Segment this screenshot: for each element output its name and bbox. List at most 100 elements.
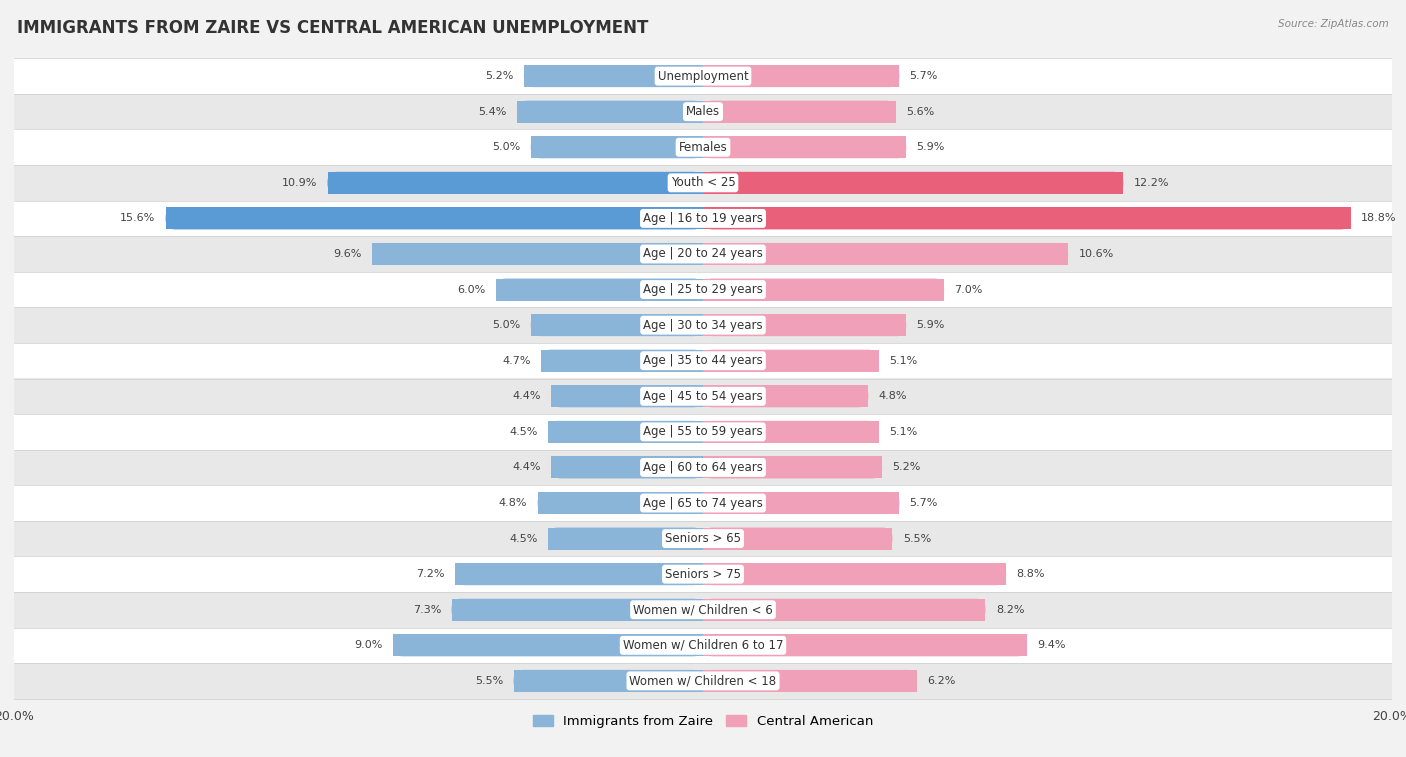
Text: 5.9%: 5.9% xyxy=(917,142,945,152)
Text: Age | 35 to 44 years: Age | 35 to 44 years xyxy=(643,354,763,367)
FancyBboxPatch shape xyxy=(551,385,703,407)
Text: Age | 45 to 54 years: Age | 45 to 54 years xyxy=(643,390,763,403)
Text: 4.5%: 4.5% xyxy=(509,534,537,544)
Text: Age | 65 to 74 years: Age | 65 to 74 years xyxy=(643,497,763,509)
Bar xyxy=(703,101,896,123)
Text: 7.3%: 7.3% xyxy=(413,605,441,615)
Text: 6.2%: 6.2% xyxy=(927,676,955,686)
Bar xyxy=(703,279,945,301)
Text: 4.7%: 4.7% xyxy=(502,356,531,366)
Text: Women w/ Children < 18: Women w/ Children < 18 xyxy=(630,674,776,687)
Text: Unemployment: Unemployment xyxy=(658,70,748,83)
Text: Women w/ Children 6 to 17: Women w/ Children 6 to 17 xyxy=(623,639,783,652)
Bar xyxy=(703,421,879,443)
Bar xyxy=(703,314,907,336)
Text: Youth < 25: Youth < 25 xyxy=(671,176,735,189)
Bar xyxy=(548,421,703,443)
Bar xyxy=(531,136,703,158)
FancyBboxPatch shape xyxy=(703,456,882,478)
FancyBboxPatch shape xyxy=(531,314,703,336)
Bar xyxy=(524,65,703,87)
Text: Women w/ Children < 6: Women w/ Children < 6 xyxy=(633,603,773,616)
Bar xyxy=(14,165,1392,201)
Bar xyxy=(703,350,879,372)
Bar xyxy=(517,101,703,123)
FancyBboxPatch shape xyxy=(551,456,703,478)
FancyBboxPatch shape xyxy=(703,136,907,158)
FancyBboxPatch shape xyxy=(496,279,703,301)
Bar xyxy=(703,599,986,621)
FancyBboxPatch shape xyxy=(703,279,945,301)
FancyBboxPatch shape xyxy=(541,350,703,372)
Text: 10.6%: 10.6% xyxy=(1078,249,1114,259)
Text: 5.9%: 5.9% xyxy=(917,320,945,330)
FancyBboxPatch shape xyxy=(548,421,703,443)
Text: 8.2%: 8.2% xyxy=(995,605,1025,615)
Bar xyxy=(373,243,703,265)
Bar xyxy=(14,236,1392,272)
Bar xyxy=(14,343,1392,378)
Bar xyxy=(703,528,893,550)
FancyBboxPatch shape xyxy=(537,492,703,514)
Bar xyxy=(703,65,900,87)
FancyBboxPatch shape xyxy=(703,563,1007,585)
Text: 6.0%: 6.0% xyxy=(458,285,486,294)
Text: 18.8%: 18.8% xyxy=(1361,213,1396,223)
Bar xyxy=(703,563,1007,585)
Text: Seniors > 75: Seniors > 75 xyxy=(665,568,741,581)
Bar xyxy=(14,663,1392,699)
FancyBboxPatch shape xyxy=(703,350,879,372)
Text: 8.8%: 8.8% xyxy=(1017,569,1045,579)
FancyBboxPatch shape xyxy=(524,65,703,87)
Text: Source: ZipAtlas.com: Source: ZipAtlas.com xyxy=(1278,19,1389,29)
Text: 9.6%: 9.6% xyxy=(333,249,361,259)
Bar xyxy=(166,207,703,229)
FancyBboxPatch shape xyxy=(456,563,703,585)
FancyBboxPatch shape xyxy=(703,599,986,621)
Bar xyxy=(496,279,703,301)
Bar xyxy=(703,492,900,514)
Text: Males: Males xyxy=(686,105,720,118)
Bar xyxy=(703,136,907,158)
Bar xyxy=(14,450,1392,485)
Text: 5.1%: 5.1% xyxy=(889,427,917,437)
FancyBboxPatch shape xyxy=(166,207,703,229)
Text: Age | 30 to 34 years: Age | 30 to 34 years xyxy=(643,319,763,332)
FancyBboxPatch shape xyxy=(703,101,896,123)
Bar xyxy=(392,634,703,656)
Bar xyxy=(14,521,1392,556)
Bar xyxy=(537,492,703,514)
FancyBboxPatch shape xyxy=(392,634,703,656)
FancyBboxPatch shape xyxy=(328,172,703,194)
Text: Age | 16 to 19 years: Age | 16 to 19 years xyxy=(643,212,763,225)
Bar xyxy=(456,563,703,585)
Bar xyxy=(14,414,1392,450)
Text: IMMIGRANTS FROM ZAIRE VS CENTRAL AMERICAN UNEMPLOYMENT: IMMIGRANTS FROM ZAIRE VS CENTRAL AMERICA… xyxy=(17,19,648,37)
FancyBboxPatch shape xyxy=(703,207,1351,229)
Text: 5.6%: 5.6% xyxy=(907,107,935,117)
FancyBboxPatch shape xyxy=(451,599,703,621)
Text: 5.7%: 5.7% xyxy=(910,498,938,508)
Text: 5.2%: 5.2% xyxy=(893,463,921,472)
FancyBboxPatch shape xyxy=(513,670,703,692)
FancyBboxPatch shape xyxy=(373,243,703,265)
Bar xyxy=(14,485,1392,521)
Text: 7.0%: 7.0% xyxy=(955,285,983,294)
Bar xyxy=(14,129,1392,165)
Text: 5.1%: 5.1% xyxy=(889,356,917,366)
FancyBboxPatch shape xyxy=(531,136,703,158)
Text: 15.6%: 15.6% xyxy=(120,213,155,223)
Bar xyxy=(14,556,1392,592)
FancyBboxPatch shape xyxy=(703,528,893,550)
Bar xyxy=(548,528,703,550)
Text: 10.9%: 10.9% xyxy=(281,178,318,188)
Bar xyxy=(14,592,1392,628)
FancyBboxPatch shape xyxy=(703,385,869,407)
Bar xyxy=(14,628,1392,663)
FancyBboxPatch shape xyxy=(703,492,900,514)
Legend: Immigrants from Zaire, Central American: Immigrants from Zaire, Central American xyxy=(527,709,879,734)
FancyBboxPatch shape xyxy=(703,634,1026,656)
FancyBboxPatch shape xyxy=(548,528,703,550)
Text: 5.0%: 5.0% xyxy=(492,320,520,330)
Text: 5.0%: 5.0% xyxy=(492,142,520,152)
